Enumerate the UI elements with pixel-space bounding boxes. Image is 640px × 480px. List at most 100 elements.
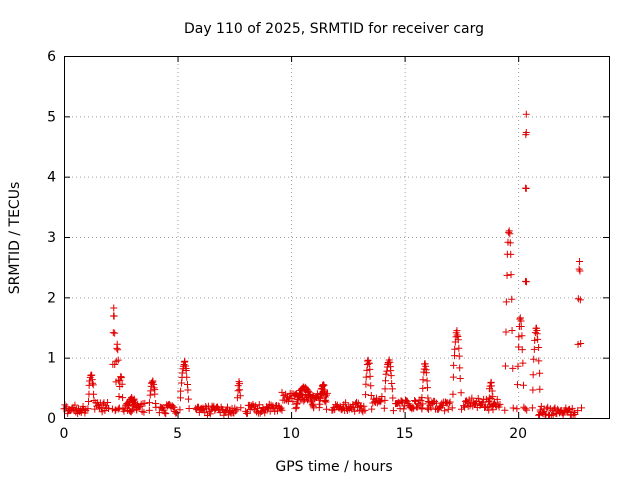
y-tick-label: 1 bbox=[47, 351, 56, 367]
data-point bbox=[293, 400, 301, 408]
data-point bbox=[408, 405, 416, 413]
data-point bbox=[448, 404, 456, 412]
data-point bbox=[113, 340, 121, 348]
data-point bbox=[522, 278, 530, 286]
data-point bbox=[127, 408, 135, 416]
data-point bbox=[501, 406, 509, 414]
x-axis-label: GPS time / hours bbox=[275, 459, 392, 475]
data-point bbox=[419, 376, 427, 384]
data-point bbox=[386, 358, 394, 366]
data-point bbox=[518, 332, 526, 340]
data-point bbox=[133, 406, 141, 414]
data-point bbox=[535, 343, 543, 351]
data-point bbox=[505, 227, 513, 235]
data-point bbox=[509, 404, 517, 412]
data-point bbox=[381, 385, 389, 393]
data-point bbox=[343, 406, 351, 414]
data-point bbox=[444, 405, 452, 413]
data-point bbox=[418, 394, 426, 402]
data-point bbox=[140, 408, 148, 416]
data-point bbox=[576, 267, 584, 275]
data-point bbox=[321, 393, 329, 401]
data-point bbox=[141, 399, 149, 407]
data-point bbox=[485, 394, 493, 402]
data-point bbox=[111, 329, 119, 337]
data-point bbox=[535, 411, 543, 419]
y-axis-ticks: 0 1 2 3 4 5 6 bbox=[47, 49, 609, 427]
data-point bbox=[280, 392, 288, 400]
data-point bbox=[574, 407, 582, 415]
data-point bbox=[481, 403, 489, 411]
data-point bbox=[387, 372, 395, 380]
data-point bbox=[536, 406, 544, 414]
data-point bbox=[437, 403, 445, 411]
data-point bbox=[488, 387, 496, 395]
data-point bbox=[425, 405, 433, 413]
data-point bbox=[236, 392, 244, 400]
data-point bbox=[528, 404, 536, 412]
data-point bbox=[496, 400, 504, 408]
data-point bbox=[509, 364, 517, 372]
data-point bbox=[124, 406, 132, 414]
data-point bbox=[235, 380, 243, 388]
data-point bbox=[383, 367, 391, 375]
data-point bbox=[80, 406, 88, 414]
data-point bbox=[352, 398, 360, 406]
data-point bbox=[387, 367, 395, 375]
x-tick-label: 5 bbox=[173, 426, 182, 442]
data-point bbox=[536, 369, 544, 377]
data-point bbox=[90, 390, 98, 398]
data-point bbox=[381, 396, 389, 404]
data-point bbox=[474, 394, 482, 402]
data-point bbox=[311, 395, 319, 403]
data-point bbox=[424, 394, 432, 402]
data-point bbox=[507, 271, 515, 279]
data-point bbox=[109, 329, 117, 337]
data-point bbox=[232, 407, 240, 415]
data-point bbox=[530, 355, 538, 363]
y-tick-label: 3 bbox=[47, 230, 56, 246]
data-point bbox=[237, 404, 245, 412]
data-point bbox=[111, 361, 119, 369]
y-tick-label: 4 bbox=[47, 170, 56, 186]
data-point bbox=[435, 404, 443, 412]
data-point bbox=[255, 401, 263, 409]
data-point bbox=[366, 372, 374, 380]
data-point bbox=[85, 397, 93, 405]
data-point bbox=[487, 382, 495, 390]
data-point bbox=[151, 390, 159, 398]
data-point bbox=[388, 379, 396, 387]
data-point bbox=[103, 404, 111, 412]
data-point bbox=[340, 401, 348, 409]
data-point bbox=[530, 345, 538, 353]
data-point bbox=[278, 406, 286, 414]
data-point bbox=[111, 407, 119, 415]
data-point bbox=[461, 397, 469, 405]
data-point bbox=[331, 406, 339, 414]
data-point bbox=[234, 382, 242, 390]
data-point bbox=[161, 409, 169, 417]
data-point bbox=[351, 407, 359, 415]
data-point bbox=[104, 398, 112, 406]
data-point bbox=[233, 406, 241, 414]
data-point bbox=[173, 409, 181, 417]
data-point bbox=[367, 392, 375, 400]
data-point bbox=[162, 410, 170, 418]
data-point bbox=[138, 407, 146, 415]
data-point bbox=[150, 384, 158, 392]
data-point bbox=[89, 381, 97, 389]
y-tick-label: 6 bbox=[47, 49, 56, 65]
data-point bbox=[455, 352, 463, 360]
data-point bbox=[152, 403, 160, 411]
data-point bbox=[513, 405, 521, 413]
data-point bbox=[91, 405, 99, 413]
data-point bbox=[79, 402, 87, 410]
data-point bbox=[323, 391, 331, 399]
data-point bbox=[575, 265, 583, 273]
data-point bbox=[306, 392, 314, 400]
data-point bbox=[522, 110, 530, 118]
data-point bbox=[178, 369, 186, 377]
data-point bbox=[368, 405, 376, 413]
data-point bbox=[90, 397, 98, 405]
data-point bbox=[502, 328, 510, 336]
